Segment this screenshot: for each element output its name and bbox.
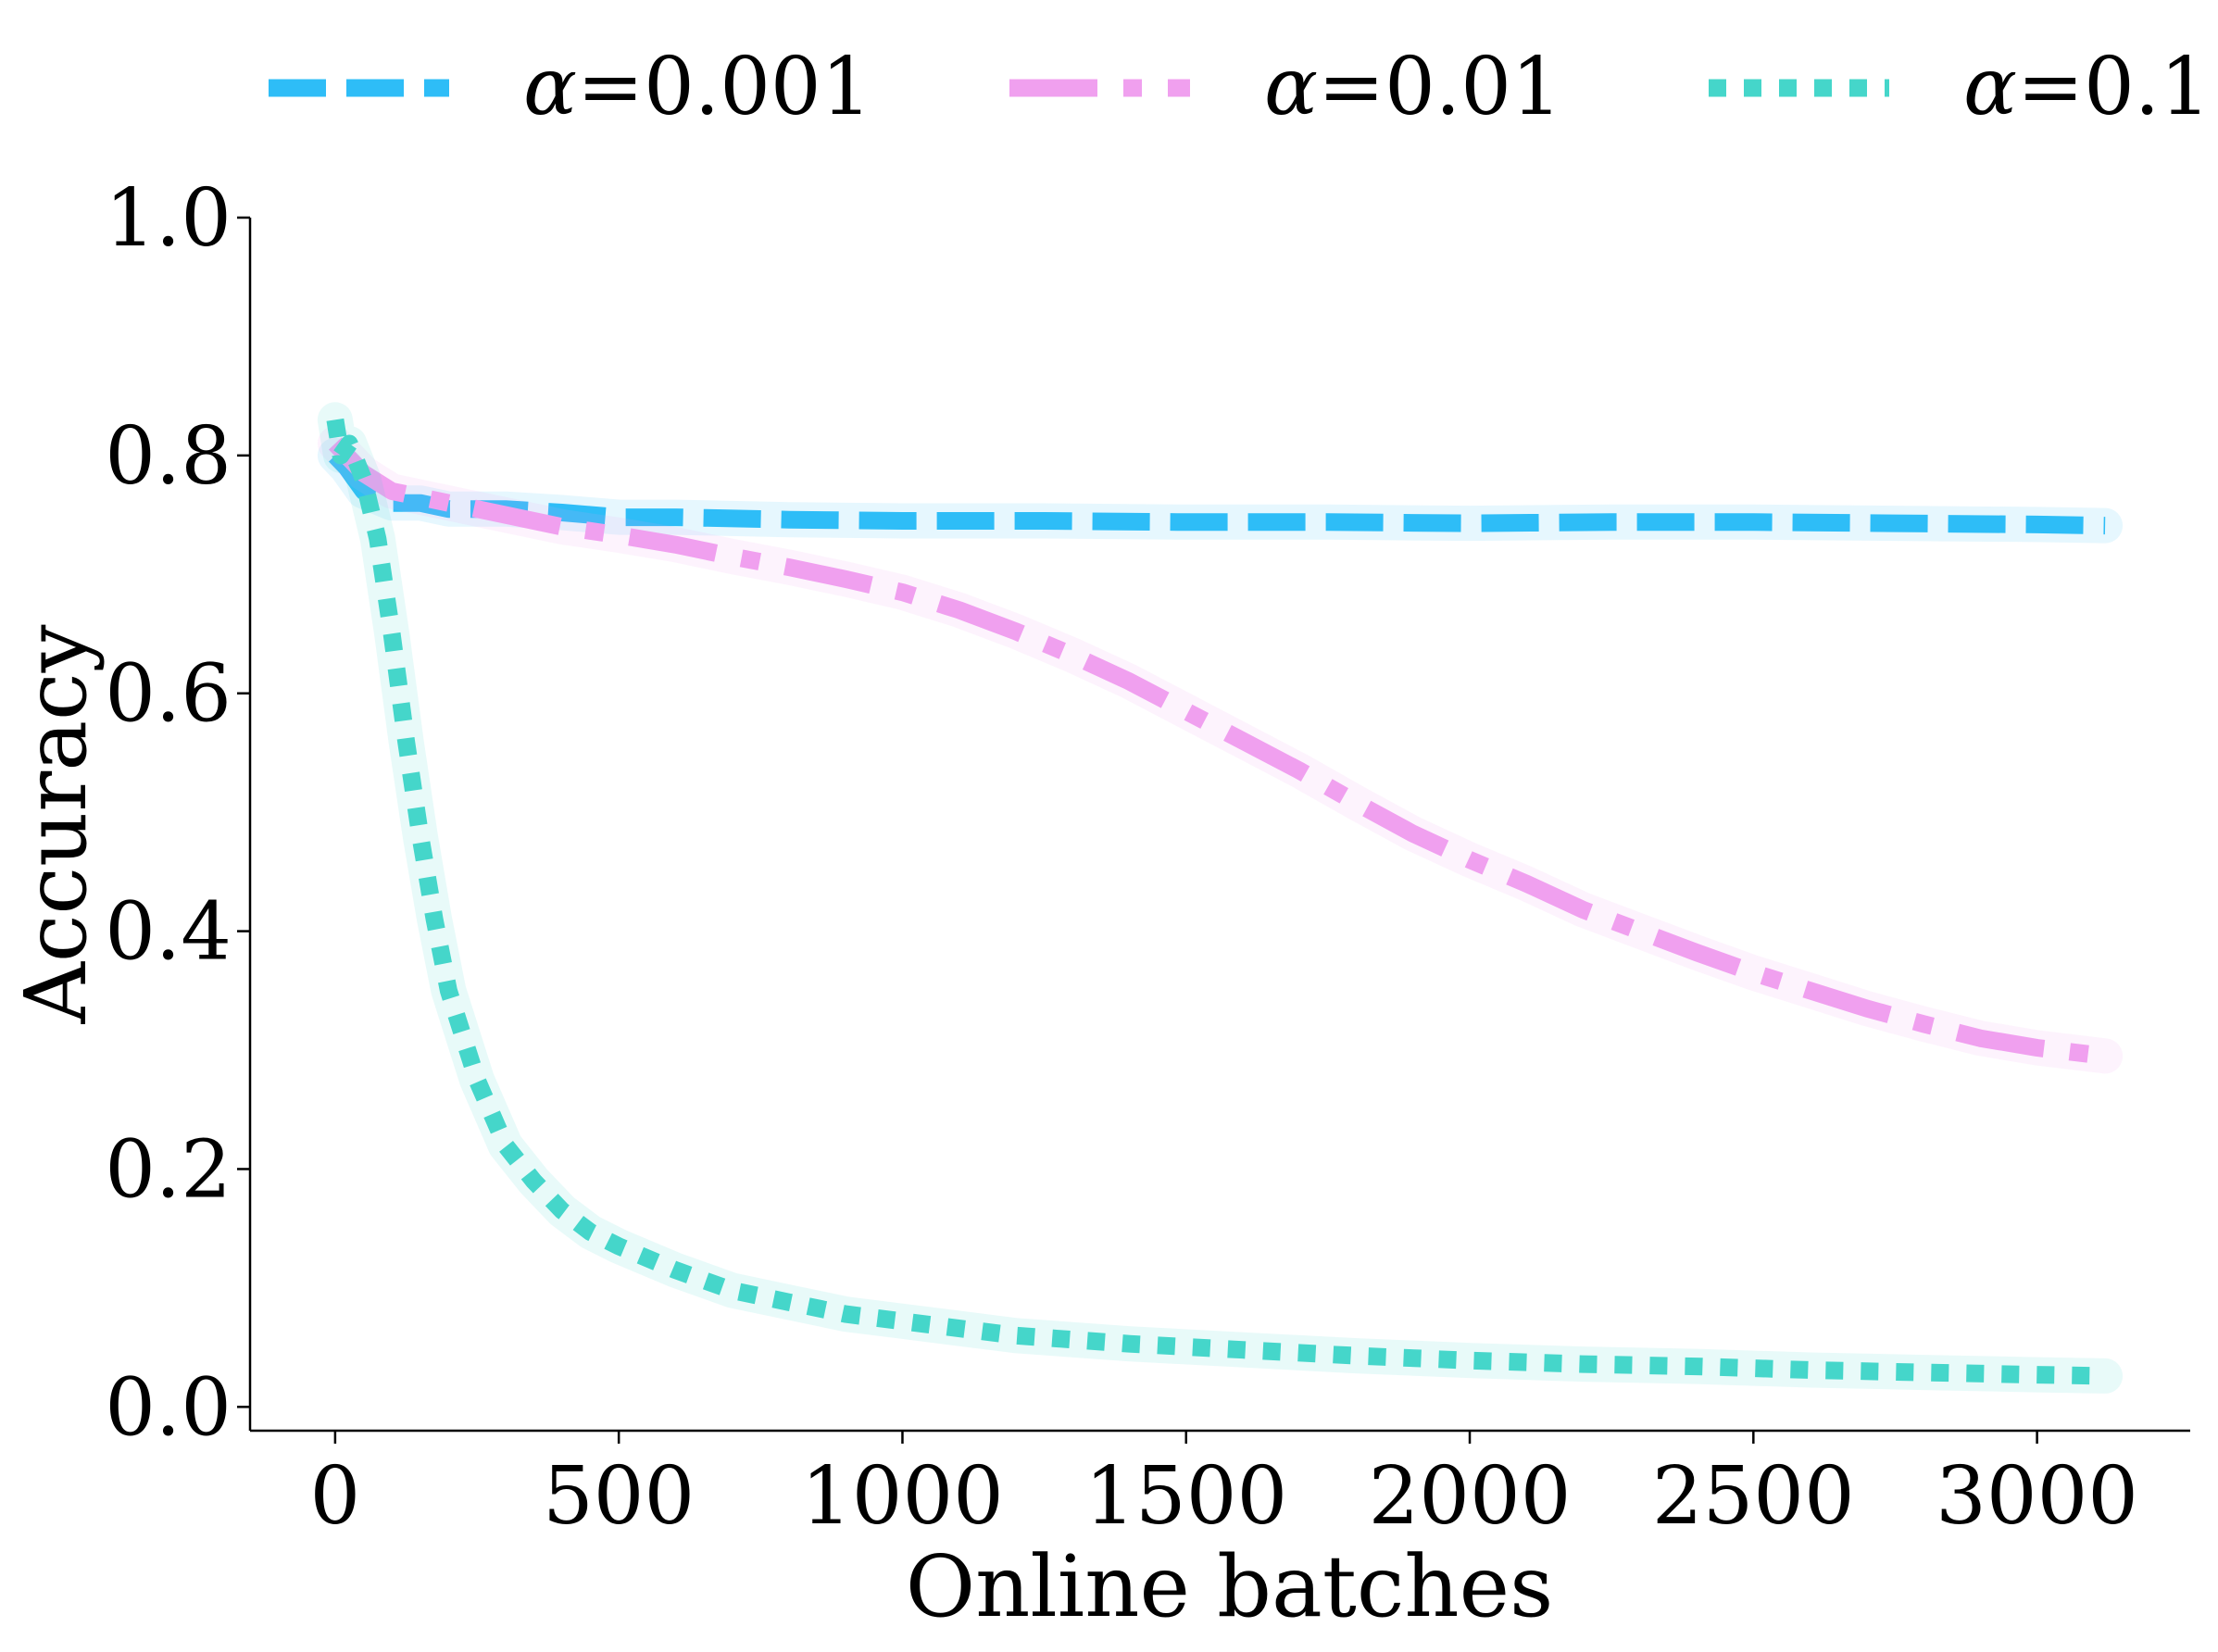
axes: 0.0 0.2 0.4 0.6 0.8 1.0 0 500 1000 1500 2000 2500 3…	[105, 172, 2190, 1543]
legend-series-name: =0.01	[1318, 41, 1562, 133]
x-ticks: 0 500 1000 1500 2000 2500 3000	[310, 1431, 2138, 1543]
x-tick-label: 3000	[1936, 1450, 2138, 1543]
x-tick-label: 0	[310, 1450, 361, 1543]
x-tick-label: 1500	[1084, 1450, 1287, 1543]
x-tick-label: 2000	[1369, 1450, 1572, 1543]
series-group	[317, 402, 2124, 1394]
legend-label-2: α=0.1	[1963, 41, 2211, 133]
series-line-1	[328, 437, 2107, 1065]
series-band-2	[317, 402, 2124, 1394]
series-line-2	[326, 418, 2106, 1385]
series-line-0	[329, 449, 2106, 535]
y-tick-label: 0.0	[105, 1361, 232, 1454]
y-tick-label: 1.0	[105, 172, 232, 265]
y-ticks: 0.0 0.2 0.4 0.6 0.8 1.0	[105, 172, 250, 1454]
x-tick-label: 2500	[1652, 1450, 1855, 1543]
legend-alpha-symbol: α	[1963, 41, 2017, 133]
legend: α=0.001 α=0.01 α=0.1	[269, 41, 2211, 133]
legend-alpha-symbol: α	[523, 41, 577, 133]
x-tick-label: 500	[543, 1450, 695, 1543]
y-tick-label: 0.8	[105, 410, 232, 503]
x-axis-title: Online batches	[906, 1537, 1554, 1636]
legend-label-0: α=0.001	[523, 41, 871, 133]
y-axis-title: Accuracy	[6, 624, 106, 1024]
legend-series-name: =0.1	[2017, 41, 2211, 133]
legend-alpha-symbol: α	[1264, 41, 1318, 133]
legend-series-name: =0.001	[577, 41, 871, 133]
y-tick-label: 0.4	[105, 886, 232, 979]
legend-label-1: α=0.01	[1264, 41, 1562, 133]
y-tick-label: 0.2	[105, 1123, 232, 1216]
x-tick-label: 1000	[801, 1450, 1004, 1543]
y-tick-label: 0.6	[105, 648, 232, 741]
